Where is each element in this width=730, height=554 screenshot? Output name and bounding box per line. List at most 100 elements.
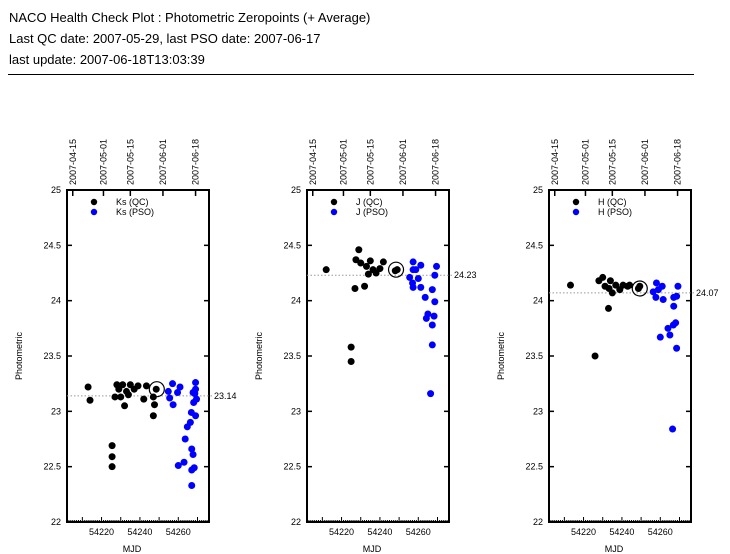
qc-point — [636, 282, 644, 290]
top-date-label: 2007-04-15 — [550, 139, 560, 185]
pso-point — [421, 293, 429, 301]
pso-point — [186, 418, 194, 426]
legend-marker — [330, 208, 338, 216]
plot-title: NACO Health Check Plot : Photometric Zer… — [9, 10, 371, 25]
average-marker — [631, 280, 648, 297]
x-tick-label: 54220 — [571, 527, 596, 537]
pso-point — [673, 292, 681, 300]
qc-point — [606, 277, 614, 285]
pso-point — [673, 344, 681, 352]
x-tick-label: 54240 — [127, 527, 152, 537]
qc-point — [366, 257, 374, 265]
plot-frame — [66, 189, 210, 523]
pso-point — [658, 282, 666, 290]
pso-point — [433, 262, 441, 270]
legend-label: Ks (PSO) — [116, 207, 154, 217]
pso-point — [164, 387, 172, 395]
pso-point — [174, 389, 182, 397]
top-date-label: 2007-05-01 — [98, 139, 108, 185]
pso-point — [431, 271, 439, 279]
pso-point — [412, 266, 420, 274]
x-tick-label: 54220 — [329, 527, 354, 537]
y-tick-label: 24.5 — [43, 240, 61, 250]
legend-label: J (PSO) — [356, 207, 388, 217]
pso-point — [422, 314, 430, 322]
qc-point — [124, 391, 132, 399]
y-tick-label: 22 — [51, 517, 61, 527]
pso-point — [188, 481, 196, 489]
qc-point — [322, 266, 330, 274]
legend-label: H (PSO) — [598, 207, 632, 217]
top-date-label: 2007-05-01 — [338, 139, 348, 185]
y-tick-label: 25 — [533, 185, 543, 195]
qc-point — [142, 382, 150, 390]
pso-point — [672, 319, 680, 327]
chart-h: 22 22.5 23 23.5 24 24.5 25 54220 54240 54260 2007-… — [496, 139, 719, 554]
qc-point — [626, 281, 634, 289]
top-date-label: 2007-04-15 — [68, 139, 78, 185]
qc-point — [393, 266, 401, 274]
pso-point — [659, 296, 667, 304]
qc-point — [119, 381, 127, 389]
qc-point — [86, 396, 94, 404]
qc-point — [591, 352, 599, 360]
qc-point — [151, 401, 159, 409]
pso-point — [428, 341, 436, 349]
y-tick-label: 23.5 — [283, 351, 301, 361]
pso-point — [192, 412, 200, 420]
qc-point — [351, 284, 359, 292]
y-tick-label: 23 — [533, 406, 543, 416]
qc-point — [111, 393, 119, 401]
top-date-label: 2007-06-01 — [398, 139, 408, 185]
y-tick-label: 23.5 — [43, 351, 61, 361]
plot-frame — [548, 189, 692, 523]
qc-point — [121, 402, 129, 410]
x-tick-label: 54240 — [367, 527, 392, 537]
pso-point — [414, 275, 422, 283]
y-tick-label: 23.5 — [525, 351, 543, 361]
top-date-label: 2007-04-15 — [308, 139, 318, 185]
pso-point — [193, 395, 201, 403]
top-date-label: 2007-06-18 — [431, 139, 441, 185]
plot-frame — [306, 189, 450, 523]
pso-point — [180, 458, 188, 466]
pso-point — [169, 380, 177, 388]
pso-point — [166, 394, 174, 402]
x-tick-label: 54260 — [406, 527, 431, 537]
pso-point — [656, 333, 664, 341]
pso-point — [674, 282, 682, 290]
qc-point — [604, 304, 612, 312]
pso-point — [181, 435, 189, 443]
pso-point — [409, 258, 417, 266]
pso-point — [406, 273, 414, 281]
qc-point — [117, 393, 125, 401]
y-tick-label: 24.5 — [525, 240, 543, 250]
last-update: last update: 2007-06-18T13:03:39 — [9, 52, 205, 67]
pso-point — [431, 298, 439, 306]
legend-label: J (QC) — [356, 197, 383, 207]
qc-point — [134, 382, 142, 390]
top-date-label: 2007-06-18 — [191, 139, 201, 185]
qc-point — [108, 463, 116, 471]
y-tick-label: 25 — [291, 185, 301, 195]
pso-point — [190, 464, 198, 472]
x-tick-label: 54260 — [648, 527, 673, 537]
pso-point — [174, 462, 182, 470]
pso-point — [192, 385, 200, 393]
legend-marker — [330, 198, 338, 206]
average-label: 24.07 — [696, 288, 719, 298]
top-date-label: 2007-05-15 — [607, 139, 617, 185]
y-tick-label: 24.5 — [283, 240, 301, 250]
average-marker — [148, 381, 165, 398]
y-tick-label: 22 — [291, 517, 301, 527]
qc-point — [595, 277, 603, 285]
pso-point — [189, 450, 197, 458]
average-label: 24.23 — [454, 270, 477, 280]
x-axis-label: MJD — [363, 544, 382, 554]
pso-point — [409, 283, 417, 291]
qc-point — [347, 343, 355, 351]
y-tick-label: 24 — [291, 296, 301, 306]
pso-point — [192, 379, 200, 387]
pso-point — [169, 401, 177, 409]
